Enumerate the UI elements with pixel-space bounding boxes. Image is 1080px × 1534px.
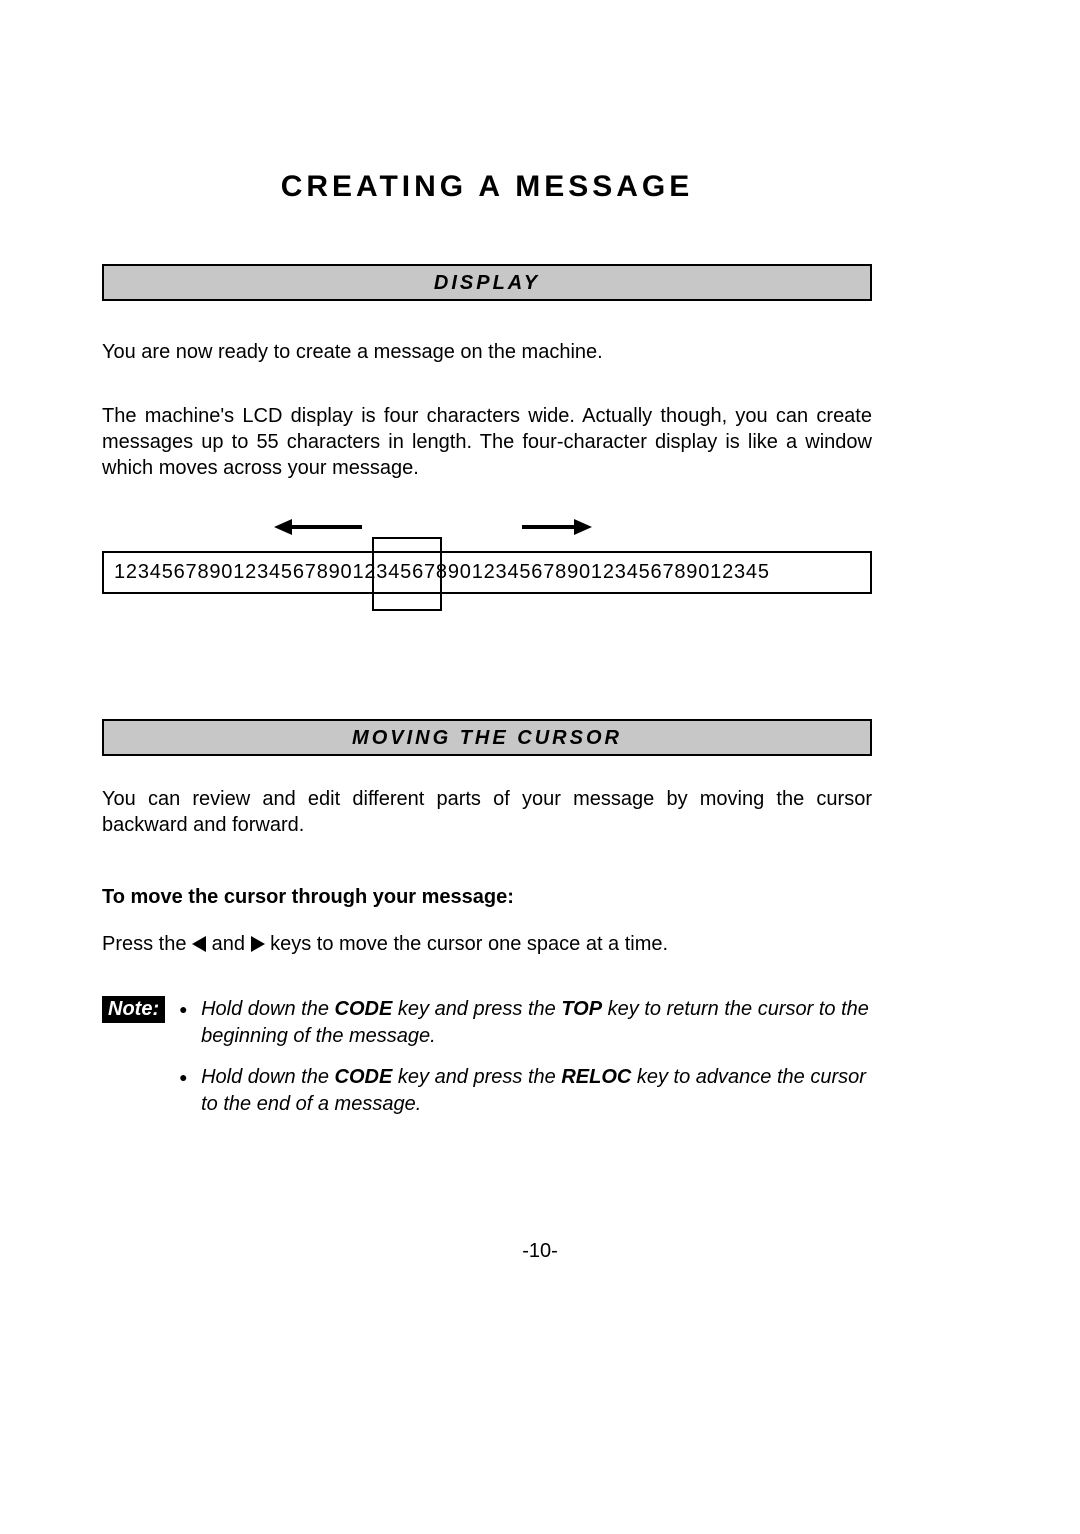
page-content: CREATING A MESSAGE DISPLAY You are now r… <box>102 0 872 1132</box>
note-block: Note: Hold down the CODE key and press t… <box>102 996 872 1132</box>
display-paragraph-2: The machine's LCD display is four charac… <box>102 403 872 481</box>
instr-text-post: keys to move the cursor one space at a t… <box>270 933 668 955</box>
instr-text-pre: Press the <box>102 933 192 955</box>
section-header-cursor: MOVING THE CURSOR <box>102 719 872 756</box>
note1-mid: key and press the <box>392 998 561 1020</box>
note1-key2: TOP <box>561 998 602 1020</box>
note2-pre: Hold down the <box>201 1066 334 1088</box>
note-list: Hold down the CODE key and press the TOP… <box>179 996 872 1132</box>
note1-pre: Hold down the <box>201 998 334 1020</box>
cursor-subhead: To move the cursor through your message: <box>102 886 872 909</box>
instr-text-mid: and <box>212 933 251 955</box>
cursor-paragraph-1: You can review and edit different parts … <box>102 786 872 838</box>
character-strip: 1234567890123456789012345678901234567890… <box>102 551 872 594</box>
arrow-left-icon <box>274 517 364 537</box>
page-title: CREATING A MESSAGE <box>102 170 872 204</box>
arrow-right-icon <box>432 517 592 537</box>
note2-mid: key and press the <box>392 1066 561 1088</box>
note1-key1: CODE <box>335 998 393 1020</box>
note2-key2: RELOC <box>561 1066 631 1088</box>
left-arrow-key-icon <box>192 936 206 952</box>
note-item-2: Hold down the CODE key and press the REL… <box>179 1064 872 1118</box>
note2-key1: CODE <box>335 1066 393 1088</box>
lcd-window-diagram: 1234567890123456789012345678901234567890… <box>102 509 872 639</box>
section-header-display: DISPLAY <box>102 264 872 301</box>
right-arrow-key-icon <box>251 936 265 952</box>
display-paragraph-1: You are now ready to create a message on… <box>102 339 872 365</box>
note-item-1: Hold down the CODE key and press the TOP… <box>179 996 872 1050</box>
cursor-instruction: Press the and keys to move the cursor on… <box>102 933 872 956</box>
page-number: -10- <box>0 1240 1080 1263</box>
note-badge: Note: <box>102 996 165 1023</box>
